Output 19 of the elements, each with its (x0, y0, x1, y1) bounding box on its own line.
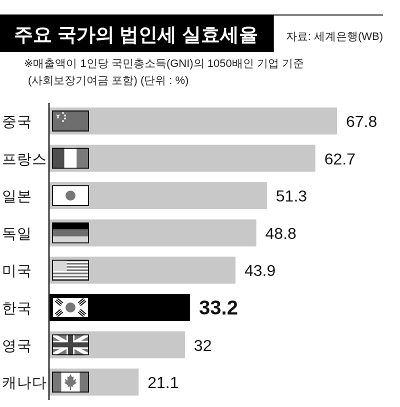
data-label: 33.2 (199, 296, 238, 318)
chart-subtitle: ※매출액이 1인당 국민총소득(GNI)의 1050배인 기업 기준 (사회보장기여금 포함) (단위 : %) (24, 57, 304, 86)
data-label: 48.8 (265, 224, 297, 242)
y-tick-label: 프랑스 (2, 150, 47, 167)
y-tick-label: 독일 (2, 225, 32, 242)
y-tick-label: 중국 (2, 114, 32, 130)
text: 자료: 세계은행(WB) (286, 30, 383, 42)
y-tick-label: 한국 (2, 300, 32, 316)
chart-title: 주요 국가의 법인세 실효세율 (14, 25, 258, 46)
data-label: 43.9 (244, 262, 276, 280)
data-label: 51.3 (276, 188, 308, 205)
y-tick-label: 영국 (2, 337, 32, 354)
data-label: 21.1 (148, 374, 179, 392)
y-tick-label: 캐나다 (2, 374, 47, 391)
data-label: 62.7 (324, 150, 356, 168)
y-tick-label: 미국 (2, 262, 32, 279)
y-tick-label: 일본 (2, 188, 32, 204)
data-label: 67.8 (346, 113, 378, 130)
data-label: 32 (194, 336, 212, 354)
